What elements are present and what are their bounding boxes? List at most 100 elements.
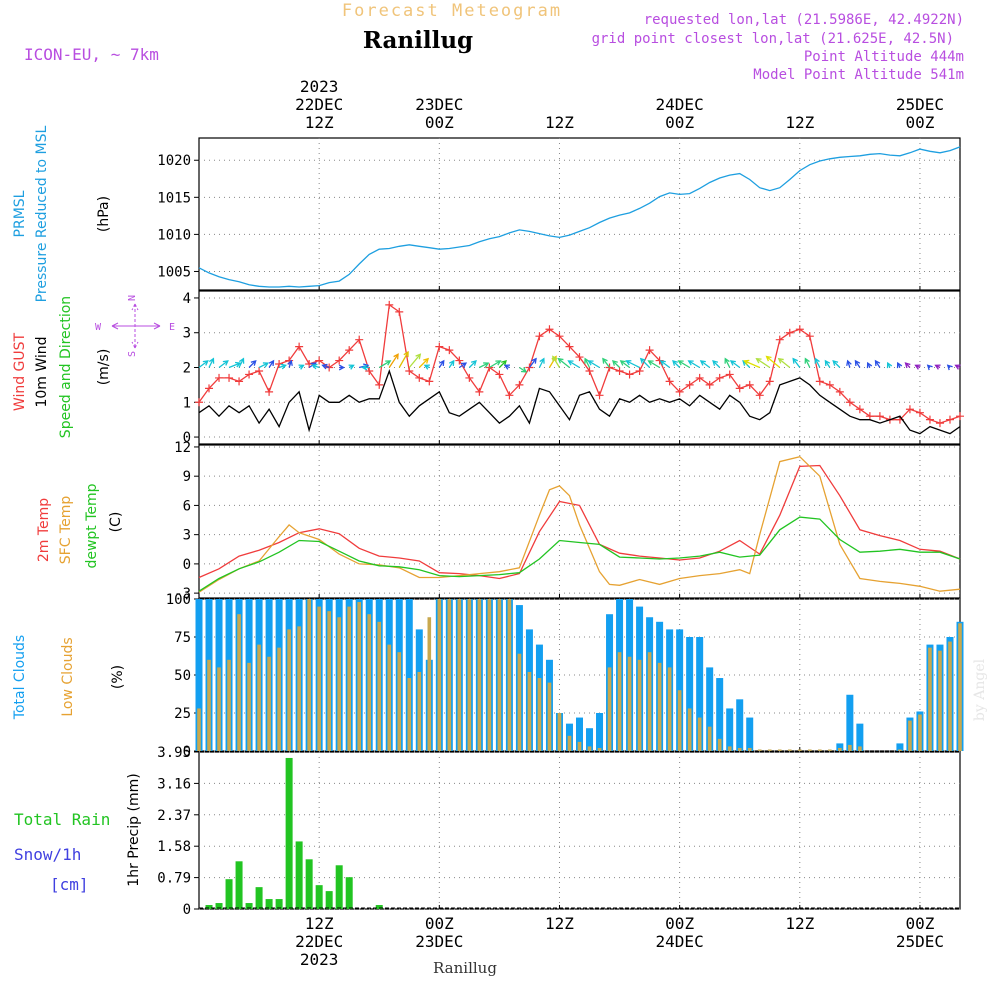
wind-arrow-head: [403, 350, 409, 358]
gust-marker: [465, 373, 474, 382]
top-time-label: 12Z: [545, 113, 574, 132]
y-tick-label: 75: [174, 630, 191, 646]
y-tick-label: 6: [183, 498, 191, 514]
low-cloud-bar: [838, 747, 842, 751]
low-cloud-bar: [337, 617, 341, 751]
wind-arrow: [648, 360, 660, 369]
top-time-label: 22DEC: [295, 95, 343, 114]
gust-marker: [695, 373, 704, 382]
total-cloud-bar: [726, 708, 734, 751]
top-time-label: 25DEC: [896, 95, 944, 114]
wind-arrow-head: [854, 359, 861, 366]
wind-arrow-head: [926, 364, 933, 371]
gust-marker: [255, 366, 264, 375]
point-altitude: Point Altitude 444m: [804, 49, 964, 65]
wind-arrow-head: [393, 353, 399, 360]
wind-arrow: [744, 360, 760, 369]
top-time-label: 12Z: [785, 113, 814, 132]
gust-marker: [925, 415, 934, 424]
gust-marker: [875, 412, 884, 421]
low-cloud-bar: [928, 647, 932, 751]
low-cloud-bar: [467, 599, 472, 751]
low-cloud-bar: [958, 623, 962, 751]
low-cloud-bar: [717, 738, 722, 751]
low-cloud-bar: [567, 735, 572, 751]
low-cloud-bar: [707, 726, 712, 751]
compass-e: E: [169, 322, 175, 333]
low-cloud-bar: [747, 747, 752, 751]
wind-arrow-head: [954, 364, 961, 370]
gust-marker: [395, 307, 404, 316]
bottom-time-label: 2023: [300, 950, 339, 969]
header: Forecast Meteogram Ranillug ICON-EU, ~ 7…: [24, 1, 988, 977]
low-cloud-bar: [597, 747, 602, 751]
wind-arrow: [378, 360, 391, 369]
gust-marker: [755, 391, 764, 400]
panel-label: PRMSL: [12, 190, 28, 237]
bottom-time-label: 12Z: [545, 914, 574, 933]
gust-marker: [645, 346, 654, 355]
low-cloud-bar: [727, 746, 732, 751]
y-tick-label: 2.37: [157, 808, 191, 824]
wind-arrow-head: [280, 363, 287, 370]
wind-arrow-head: [765, 355, 772, 362]
low-cloud-bar: [277, 647, 281, 751]
low-cloud-bar: [197, 708, 201, 751]
wind-arrow-head: [460, 362, 468, 368]
rain-bar: [225, 879, 233, 909]
wind-arrow: [588, 360, 600, 369]
wind-arrow: [678, 360, 690, 369]
y-tick-label: 1020: [157, 153, 191, 169]
wind-arrow: [778, 358, 791, 369]
model-altitude: Model Point Altitude 541m: [753, 67, 964, 83]
series-line-2m-temp: [198, 464, 961, 580]
low-cloud-bar: [437, 599, 442, 751]
wind-arrow: [700, 360, 711, 369]
low-cloud-bar: [757, 749, 762, 751]
y-tick-label: 0: [183, 430, 191, 446]
rain-bar: [265, 899, 273, 909]
y-tick-label: 1: [183, 395, 191, 411]
gust-marker: [625, 370, 634, 379]
low-cloud-bar: [527, 671, 532, 751]
gust-marker: [405, 366, 414, 375]
panel-5: 0 0.79 1.58 2.37 3.16 3.95 1hr Precip (mm) Tota…: [14, 745, 961, 918]
wind-arrow-head: [338, 364, 345, 371]
gust-marker: [235, 377, 244, 386]
wind-arrow: [602, 358, 611, 368]
gust-marker: [715, 373, 724, 382]
wind-arrow: [498, 360, 507, 368]
total-cloud-bar: [586, 728, 594, 751]
wind-arrow: [388, 353, 399, 368]
wind-arrow: [198, 360, 209, 369]
wind-arrow: [766, 356, 781, 368]
low-cloud-bar: [677, 690, 682, 751]
gust-marker: [425, 377, 434, 386]
rain-bar: [245, 903, 253, 909]
y-tick-label: 3.95: [157, 745, 191, 761]
y-tick-label: 3: [183, 326, 191, 342]
gust-marker: [265, 387, 274, 396]
low-cloud-bar: [227, 659, 231, 751]
total-cloud-bar: [746, 717, 754, 751]
low-cloud-bar: [217, 667, 221, 751]
top-time-label: 00Z: [665, 113, 694, 132]
legend-snow: Snow/1h: [14, 845, 81, 864]
compass-w: W: [95, 322, 102, 333]
wind-arrow-head: [896, 361, 903, 369]
requested-coords: requested lon,lat (21.5986E, 42.4922N): [644, 12, 964, 28]
panel-4: 0 25 50 75 100 Total Clouds Low Clouds (%): [12, 592, 964, 760]
wind-arrow-head: [503, 364, 511, 370]
wind-arrow: [552, 356, 561, 368]
y-tick-label: 12: [174, 440, 191, 456]
footer-location: Ranillug: [433, 959, 497, 977]
wind-arrow-head: [672, 359, 679, 366]
low-cloud-bar: [507, 599, 512, 751]
gust-marker: [815, 377, 824, 386]
series-line-dewpt-temp: [198, 516, 961, 592]
gust-marker: [215, 373, 224, 382]
total-cloud-bar: [195, 599, 203, 751]
rain-bar: [285, 757, 293, 909]
wind-arrow: [756, 358, 771, 369]
low-cloud-bar: [587, 746, 592, 751]
